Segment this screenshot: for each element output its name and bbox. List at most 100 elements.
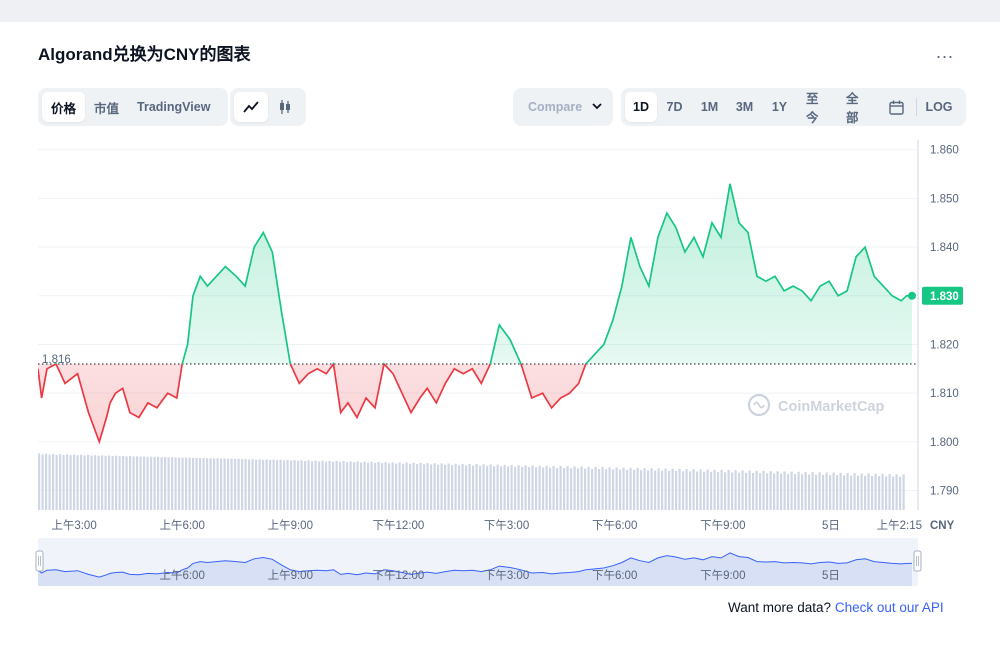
more-options-button[interactable]: ...	[936, 42, 955, 62]
navigator-tick-label: 下午3:00	[484, 569, 529, 582]
x-tick-label: 下午12:00	[373, 519, 425, 532]
volume-bar	[563, 468, 566, 510]
volume-bar	[888, 474, 891, 510]
volume-bar	[619, 469, 622, 510]
compare-dropdown[interactable]: Compare	[513, 88, 613, 126]
volume-bar	[332, 461, 335, 510]
volume-bar	[454, 463, 457, 510]
volume-bar	[48, 454, 51, 510]
range-selector: 1D 7D 1M 3M 1Y 至今 全部 LOG	[621, 88, 966, 126]
api-link[interactable]: Check out our API	[834, 600, 944, 615]
volume-bar	[164, 457, 167, 510]
chevron-down-icon	[592, 103, 602, 110]
volume-bar	[370, 461, 373, 510]
volume-bar	[531, 465, 534, 510]
volume-bar	[661, 470, 664, 510]
volume-bar	[244, 458, 247, 510]
volume-bars	[38, 453, 905, 510]
volume-bar	[503, 464, 506, 510]
volume-bar	[524, 465, 527, 510]
navigator-tick-label: 上午6:00	[159, 569, 204, 582]
volume-bar	[458, 465, 461, 510]
line-chart-button[interactable]	[234, 92, 268, 122]
volume-bar	[507, 466, 510, 510]
volume-bar	[860, 473, 863, 510]
volume-bar	[843, 475, 846, 510]
volume-bar	[118, 456, 121, 510]
range-3m[interactable]: 3M	[735, 100, 754, 114]
range-ytd[interactable]: 至今	[806, 92, 819, 125]
view-tabs: 价格 市值 TradingView	[38, 88, 228, 126]
volume-bar	[885, 476, 888, 510]
volume-bar	[671, 468, 674, 510]
current-price-label: 1.830	[930, 291, 959, 303]
range-1d[interactable]: 1D	[625, 92, 657, 122]
volume-bar	[626, 469, 629, 510]
volume-bar	[517, 465, 520, 510]
volume-bar	[69, 455, 72, 510]
volume-bar	[213, 458, 216, 510]
volume-bar	[892, 476, 895, 510]
volume-bar	[787, 473, 790, 510]
volume-bar	[402, 463, 405, 510]
volume-bar	[178, 457, 181, 510]
volume-bar	[580, 466, 583, 510]
calendar-button[interactable]	[879, 92, 913, 122]
range-1y[interactable]: 1Y	[771, 100, 788, 114]
x-tick-label: 上午6:00	[159, 519, 204, 532]
volume-bar	[647, 470, 650, 510]
volume-bar	[482, 464, 485, 510]
navigator[interactable]: 上午6:00 上午9:00 下午12:00 下午3:00 下午6:00 下午9:00 5日	[35, 538, 922, 586]
volume-bar	[496, 464, 499, 510]
volume-bar	[762, 470, 765, 510]
range-all[interactable]: 全部	[846, 92, 859, 125]
volume-bar	[248, 459, 251, 510]
range-7d[interactable]: 7D	[666, 100, 683, 114]
volume-bar	[573, 466, 576, 510]
x-tick-label: 5日	[822, 520, 840, 532]
navigator-left-handle[interactable]	[35, 550, 44, 572]
volume-bar	[388, 463, 391, 510]
volume-bar	[696, 471, 699, 510]
tab-tradingview[interactable]: TradingView	[137, 100, 211, 114]
volume-bar	[416, 464, 419, 510]
volume-bar	[202, 458, 205, 510]
volume-bar	[97, 455, 100, 510]
top-strip	[0, 0, 1000, 22]
api-promo: Want more data? Check out our API	[728, 600, 944, 615]
navigator-tick-label: 5日	[822, 570, 840, 582]
volume-bar	[220, 458, 223, 510]
volume-bar	[545, 465, 548, 510]
volume-bar	[377, 461, 380, 510]
volume-bar	[566, 466, 569, 510]
tab-market-cap[interactable]: 市值	[94, 101, 120, 116]
volume-bar	[804, 471, 807, 510]
y-tick-label: 1.860	[930, 145, 959, 157]
x-tick-label: 下午9:00	[700, 519, 745, 532]
volume-bar	[433, 463, 436, 510]
volume-bar	[559, 466, 562, 510]
range-divider	[916, 98, 917, 116]
volume-bar	[209, 458, 212, 510]
volume-bar	[241, 459, 244, 510]
navigator-tick-label: 下午9:00	[700, 569, 745, 582]
volume-bar	[297, 460, 300, 510]
navigator-right-handle[interactable]	[913, 550, 922, 572]
range-1m[interactable]: 1M	[700, 100, 719, 114]
volume-bar	[381, 463, 384, 510]
volume-bar	[195, 457, 198, 510]
y-tick-label: 1.790	[930, 486, 959, 498]
log-scale-toggle[interactable]: LOG	[925, 100, 953, 114]
volume-bar	[80, 454, 83, 510]
tab-price[interactable]: 价格	[42, 92, 86, 122]
baseline-label: 1.816	[42, 354, 71, 366]
volume-bar	[444, 464, 447, 510]
volume-bar	[262, 459, 265, 510]
volume-bar	[818, 472, 821, 510]
candlestick-button[interactable]	[268, 92, 302, 122]
volume-bar	[339, 461, 342, 510]
volume-bar	[871, 476, 874, 510]
volume-bar	[426, 463, 429, 510]
price-line-up	[54, 183, 912, 364]
